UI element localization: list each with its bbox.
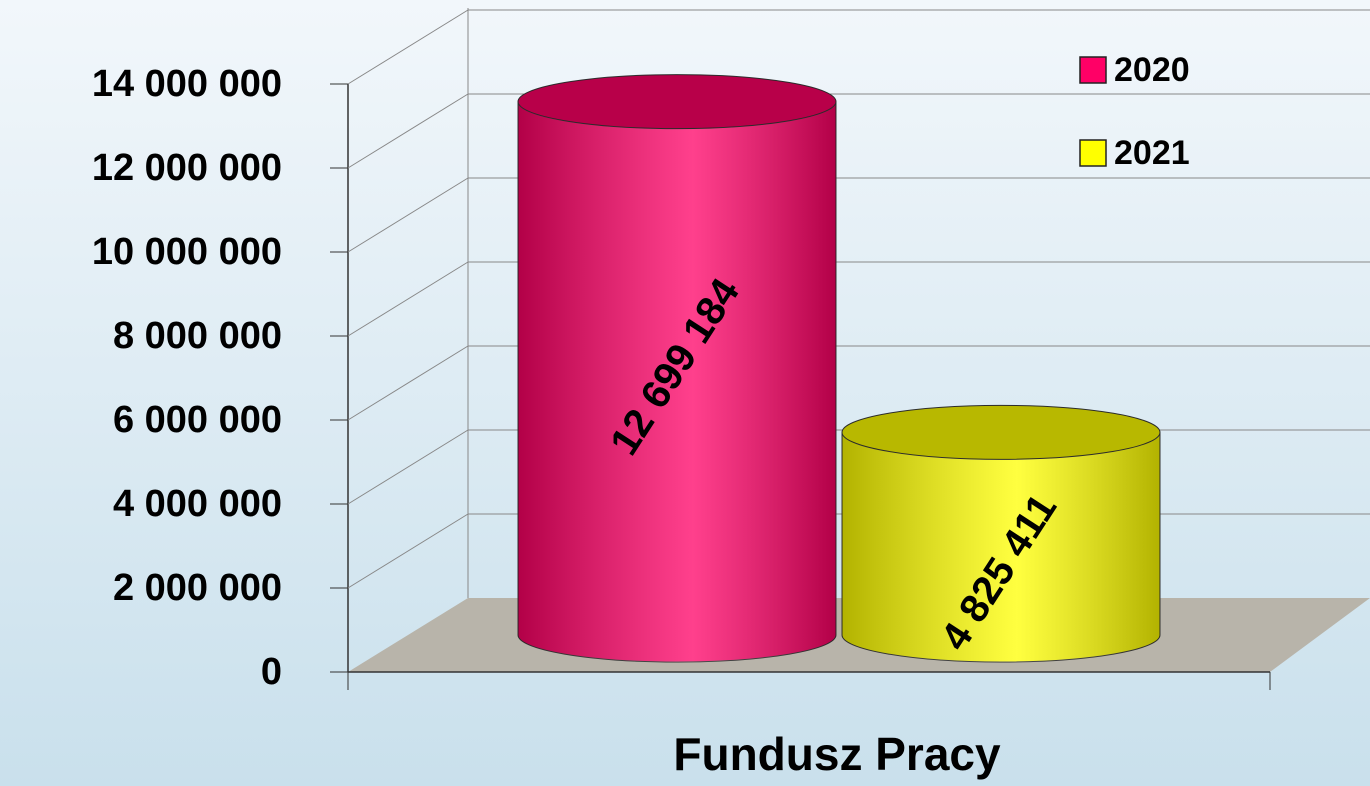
bar-top bbox=[841, 404, 1161, 460]
y-tick-label: 6 000 000 bbox=[113, 399, 282, 441]
grid-line bbox=[347, 429, 469, 505]
y-tick-label: 8 000 000 bbox=[113, 315, 282, 357]
grid-line bbox=[347, 9, 469, 85]
grid-line bbox=[347, 513, 469, 589]
bar-shade bbox=[842, 432, 1160, 662]
y-tick-label: 0 bbox=[261, 651, 282, 693]
bar-shade bbox=[518, 101, 836, 662]
bar-top-shade bbox=[842, 405, 1160, 460]
grid-line bbox=[347, 177, 469, 253]
legend-label: 2021 bbox=[1114, 134, 1190, 172]
bar-top-shade bbox=[518, 74, 836, 129]
grid-line bbox=[347, 93, 469, 169]
legend-label: 2020 bbox=[1114, 51, 1190, 89]
x-tick-label: Fundusz Pracy bbox=[673, 728, 1001, 780]
plot: 0 2 000 000 4 000 000 6 000 000 8 000 000 10 … bbox=[92, 9, 1370, 780]
y-tick-label: 4 000 000 bbox=[113, 483, 282, 525]
bar-top bbox=[517, 74, 837, 130]
y-tick-label: 10 000 000 bbox=[92, 231, 282, 273]
grid-line bbox=[347, 261, 469, 337]
y-tick-label: 14 000 000 bbox=[92, 63, 282, 105]
grid-line bbox=[347, 345, 469, 421]
y-tick-label: 2 000 000 bbox=[113, 567, 282, 609]
legend-swatch bbox=[1079, 56, 1107, 84]
y-tick-label: 12 000 000 bbox=[92, 147, 282, 189]
legend-swatch bbox=[1079, 139, 1107, 167]
